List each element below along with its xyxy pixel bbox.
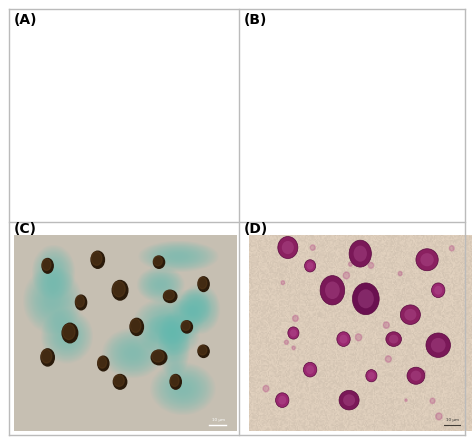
- Ellipse shape: [343, 394, 355, 406]
- Ellipse shape: [337, 332, 350, 346]
- Ellipse shape: [306, 365, 314, 374]
- Ellipse shape: [63, 324, 75, 340]
- Circle shape: [436, 413, 442, 420]
- Circle shape: [430, 398, 435, 404]
- Ellipse shape: [98, 356, 109, 371]
- Circle shape: [281, 281, 284, 285]
- Ellipse shape: [307, 262, 313, 270]
- Ellipse shape: [434, 286, 442, 295]
- Text: (D): (D): [244, 222, 268, 236]
- Ellipse shape: [198, 277, 207, 289]
- Ellipse shape: [42, 258, 53, 273]
- Circle shape: [405, 399, 407, 401]
- Ellipse shape: [62, 323, 78, 343]
- Ellipse shape: [431, 283, 445, 297]
- Ellipse shape: [75, 295, 84, 307]
- Ellipse shape: [354, 246, 367, 262]
- Circle shape: [348, 262, 352, 266]
- Circle shape: [263, 385, 269, 392]
- Ellipse shape: [198, 345, 207, 355]
- Text: (C): (C): [14, 222, 37, 236]
- Circle shape: [373, 297, 379, 304]
- Ellipse shape: [320, 276, 345, 305]
- Circle shape: [385, 356, 392, 362]
- Circle shape: [383, 322, 389, 328]
- Ellipse shape: [164, 290, 174, 300]
- Text: (B): (B): [244, 13, 267, 28]
- Ellipse shape: [420, 253, 434, 266]
- Ellipse shape: [278, 396, 286, 404]
- Circle shape: [398, 271, 402, 276]
- Circle shape: [310, 245, 315, 250]
- Ellipse shape: [407, 367, 425, 384]
- Ellipse shape: [41, 349, 52, 363]
- Ellipse shape: [42, 259, 51, 270]
- Ellipse shape: [181, 321, 192, 333]
- Circle shape: [284, 340, 288, 345]
- Ellipse shape: [170, 375, 182, 389]
- Text: 10 µm: 10 µm: [446, 418, 459, 422]
- Ellipse shape: [91, 251, 104, 268]
- Ellipse shape: [410, 371, 421, 381]
- Ellipse shape: [113, 281, 125, 297]
- Ellipse shape: [358, 289, 374, 308]
- Ellipse shape: [113, 375, 127, 389]
- Ellipse shape: [164, 290, 177, 302]
- Circle shape: [292, 315, 298, 321]
- Ellipse shape: [98, 357, 107, 368]
- Ellipse shape: [41, 349, 55, 366]
- Ellipse shape: [181, 321, 190, 330]
- Text: 10 µm: 10 µm: [211, 418, 225, 422]
- Ellipse shape: [130, 318, 144, 336]
- Ellipse shape: [431, 338, 446, 353]
- Ellipse shape: [198, 345, 209, 357]
- Circle shape: [430, 261, 434, 265]
- Ellipse shape: [426, 333, 450, 357]
- Ellipse shape: [368, 372, 375, 379]
- Ellipse shape: [401, 305, 420, 325]
- Circle shape: [368, 262, 374, 268]
- Circle shape: [356, 334, 362, 341]
- Ellipse shape: [290, 329, 297, 337]
- Ellipse shape: [154, 256, 163, 266]
- Ellipse shape: [114, 375, 124, 386]
- Ellipse shape: [152, 350, 164, 362]
- Ellipse shape: [275, 393, 289, 408]
- Ellipse shape: [154, 256, 164, 268]
- Ellipse shape: [130, 319, 141, 333]
- Text: (A): (A): [14, 13, 38, 28]
- Ellipse shape: [91, 252, 102, 266]
- Circle shape: [422, 371, 425, 374]
- Ellipse shape: [278, 237, 298, 258]
- Ellipse shape: [349, 240, 372, 267]
- Ellipse shape: [339, 390, 359, 410]
- Ellipse shape: [389, 335, 398, 344]
- Ellipse shape: [282, 241, 294, 254]
- Circle shape: [449, 246, 454, 251]
- Ellipse shape: [325, 281, 340, 299]
- Ellipse shape: [416, 249, 438, 271]
- Circle shape: [343, 272, 349, 279]
- Ellipse shape: [170, 375, 179, 386]
- Ellipse shape: [303, 362, 317, 377]
- Ellipse shape: [151, 350, 167, 365]
- Ellipse shape: [288, 327, 299, 339]
- Ellipse shape: [404, 309, 416, 321]
- Ellipse shape: [304, 260, 316, 272]
- Ellipse shape: [366, 369, 377, 382]
- Ellipse shape: [386, 332, 401, 346]
- Ellipse shape: [75, 295, 87, 310]
- Ellipse shape: [112, 281, 128, 300]
- Ellipse shape: [353, 283, 379, 315]
- Ellipse shape: [198, 277, 209, 291]
- Circle shape: [292, 346, 295, 350]
- Ellipse shape: [339, 335, 347, 344]
